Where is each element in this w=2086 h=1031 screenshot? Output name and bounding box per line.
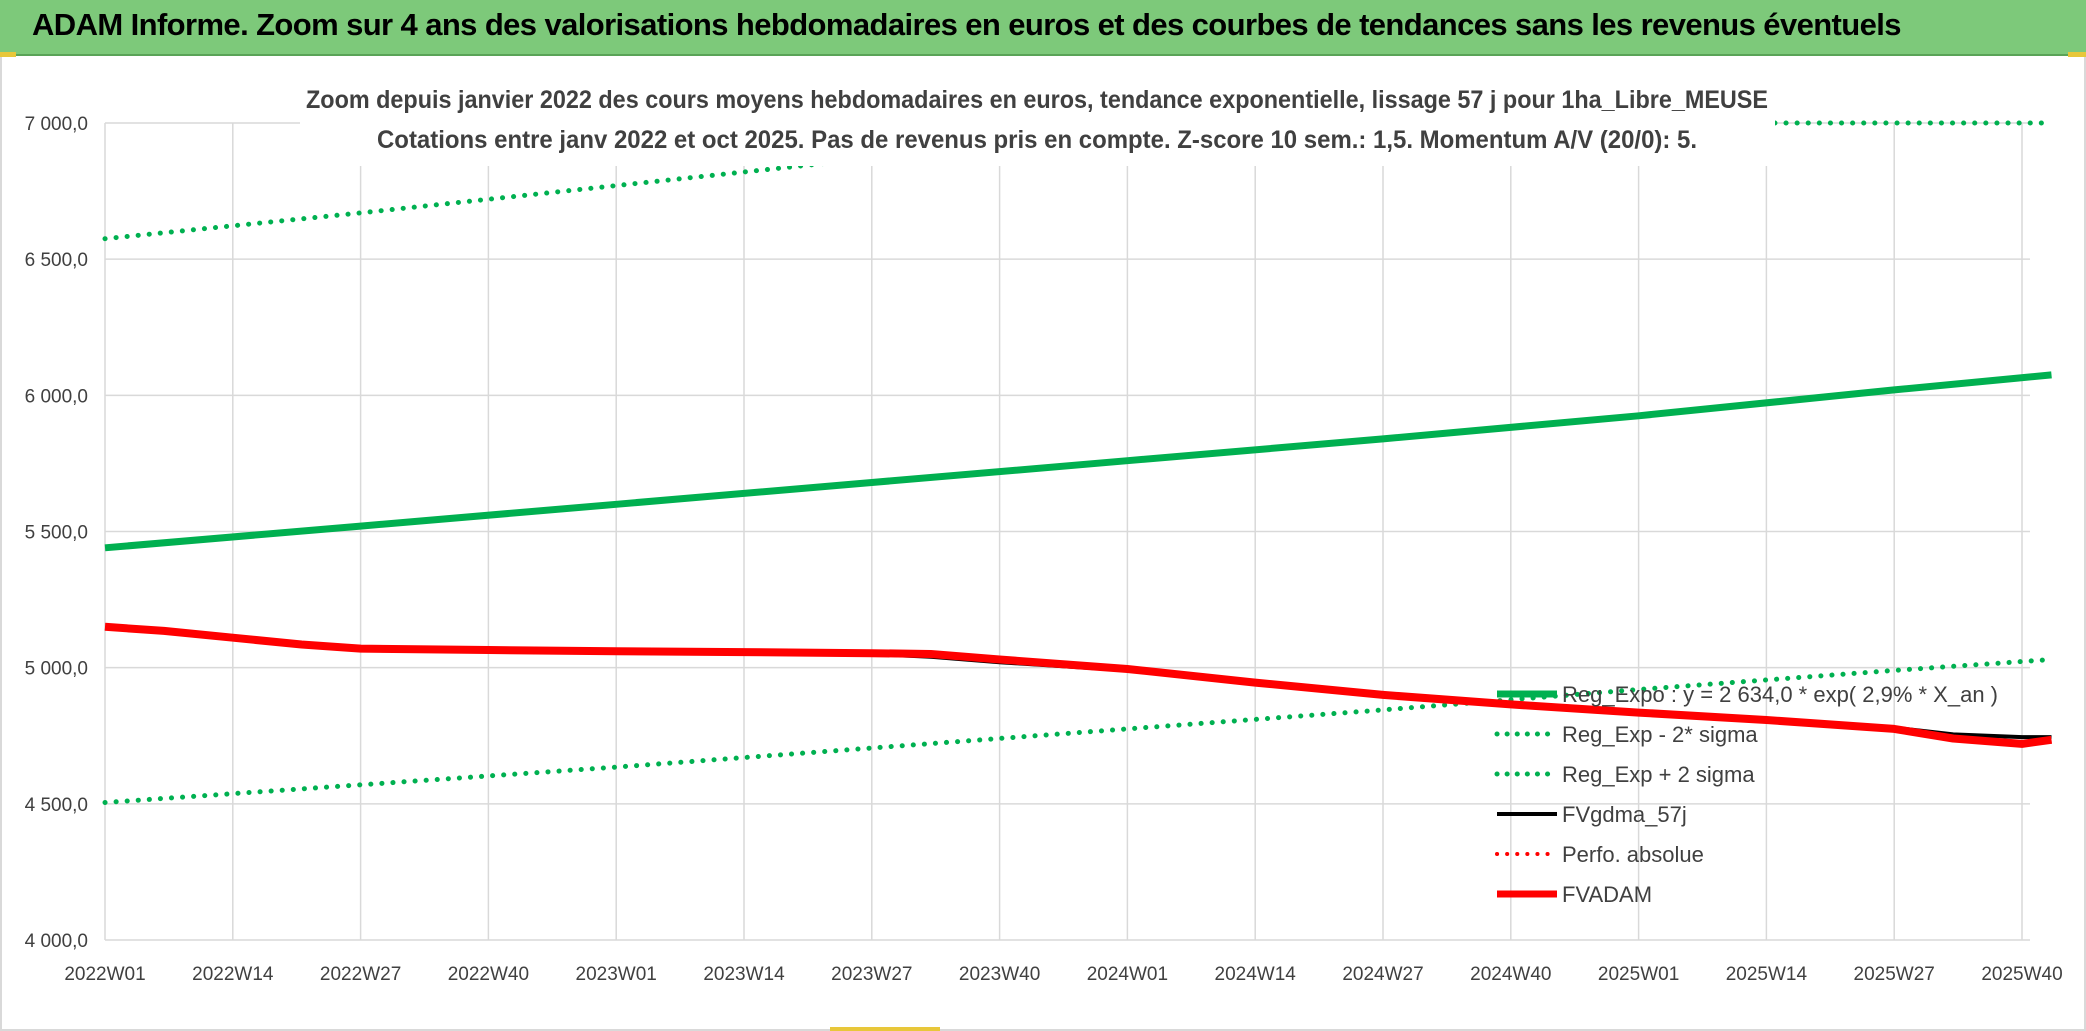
frame-corner-left-accent [0, 52, 16, 57]
page-title: ADAM Informe. Zoom sur 4 ans des valoris… [32, 7, 1902, 42]
frame-corner-right-accent [2068, 52, 2086, 57]
x-tick-label: 2025W27 [1854, 964, 1935, 985]
x-tick-label: 2022W40 [448, 964, 529, 985]
chart-frame [0, 56, 2086, 1031]
x-tick-label: 2024W01 [1087, 964, 1168, 985]
x-tick-label: 2024W40 [1470, 964, 1551, 985]
x-tick-label: 2025W01 [1598, 964, 1679, 985]
y-tick-label: 4 500,0 [25, 795, 88, 816]
series-line-1 [102, 657, 2054, 805]
subtitle-line: Cotations entre janv 2022 et oct 2025. P… [377, 126, 1697, 154]
x-tick-label: 2025W14 [1726, 964, 1808, 985]
axis-labels: 4 000,0 4 500,0 5 000,0 5 500,0 6 000,0 6 500… [25, 114, 2063, 985]
chart-subtitle: Zoom depuis janvier 2022 des cours moyen… [300, 72, 1775, 166]
title-banner: ADAM Informe. Zoom sur 4 ans des valoris… [0, 0, 2086, 56]
x-tick-label: 2023W01 [576, 964, 657, 985]
y-tick-label: 6 000,0 [25, 386, 88, 407]
x-tick-label: 2022W14 [192, 964, 274, 985]
legend-label: Perfo. absolue [1562, 842, 1704, 867]
series-line-0 [104, 371, 2052, 552]
subtitle-background [300, 72, 1775, 166]
x-tick-label: 2022W01 [64, 964, 145, 985]
y-tick-label: 6 500,0 [25, 250, 88, 271]
legend: Reg_Expo : y = 2 634,0 * exp( 2,9% * X_a… [1494, 682, 1998, 907]
series-line-5 [104, 622, 2053, 748]
y-tick-label: 7 000,0 [25, 114, 88, 135]
x-tick-label: 2024W27 [1342, 964, 1423, 985]
x-tick-label: 2024W14 [1215, 964, 1297, 985]
legend-label: Reg_Exp + 2 sigma [1562, 762, 1755, 787]
gridlines [104, 122, 2030, 941]
legend-label: FVgdma_57j [1562, 802, 1687, 827]
frame-bottom-accent [830, 1027, 940, 1031]
y-tick-label: 5 000,0 [25, 659, 88, 680]
x-tick-label: 2023W14 [703, 964, 785, 985]
y-tick-label: 4 000,0 [25, 931, 88, 952]
x-tick-label: 2023W40 [959, 964, 1040, 985]
legend-label: Reg_Exp - 2* sigma [1562, 722, 1758, 747]
subtitle-line: Zoom depuis janvier 2022 des cours moyen… [306, 86, 1768, 114]
x-tick-label: 2025W40 [1981, 964, 2062, 985]
legend-label: FVADAM [1562, 882, 1652, 907]
x-tick-label: 2023W27 [831, 964, 912, 985]
legend-label: Reg_Expo : y = 2 634,0 * exp( 2,9% * X_a… [1562, 682, 1998, 707]
x-tick-label: 2022W27 [320, 964, 401, 985]
y-tick-label: 5 500,0 [25, 523, 88, 544]
